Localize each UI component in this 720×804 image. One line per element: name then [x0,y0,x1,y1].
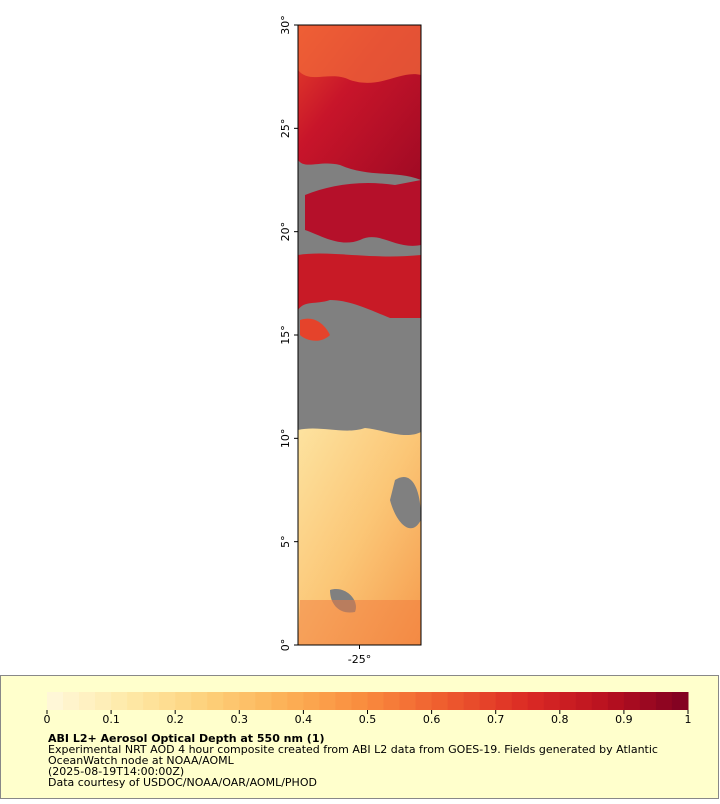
colorbar-step [175,692,192,710]
note: (2025-08-19T14:00:00Z) [48,765,184,778]
colorbar-step [159,692,176,710]
colorbar-step [383,692,401,710]
colorbar-step [511,692,529,710]
y-tick-label: 30° [279,15,292,35]
colorbar-step [431,692,449,710]
colorbar-step [287,692,304,710]
colorbar-tick-label: 0.3 [231,713,249,726]
y-tick-label: 15° [279,325,292,345]
colorbar-step [191,692,208,710]
aod-south-bottom [298,600,421,645]
colorbar-step [399,692,417,710]
colorbar-step [63,692,80,710]
colorbar-step [639,692,657,710]
colorbar-tick-label: 0 [44,713,51,726]
colorbar-tick-label: 0.6 [423,713,441,726]
colorbar-tick-label: 0.9 [615,713,633,726]
colorbar-tick-label: 0.8 [551,713,569,726]
colorbar-step [527,692,545,710]
colorbar-step [319,692,336,710]
colorbar-step [271,692,288,710]
colorbar-step [47,692,64,710]
colorbar-step [543,692,561,710]
colorbar-tick-label: 1 [685,713,692,726]
x-tick-label: -25° [348,653,371,666]
colorbar-step [127,692,144,710]
colorbar-step [415,692,433,710]
colorbar-step [207,692,224,710]
colorbar-step [623,692,641,710]
note: OceanWatch node at NOAA/AOML [48,754,235,767]
colorbar-step [479,692,497,710]
axes: 0° 5° 10° 15° 20° 25° 30° -25° [279,15,371,666]
colorbar-tick-label: 0.5 [359,713,377,726]
colorbar-step [447,692,465,710]
colorbar-tick-label: 0.7 [487,713,505,726]
colorbar-step [575,692,593,710]
colorbar: 0 0.1 0.2 0.3 0.4 0.5 0.6 0.7 0.8 0.9 1 [44,692,692,726]
note: Data courtesy of USDOC/NOAA/OAR/AOML/PHO… [48,776,317,789]
colorbar-step [303,692,320,710]
colorbar-step [607,692,625,710]
colorbar-step [351,692,368,710]
colorbar-step [559,692,577,710]
colorbar-step [463,692,481,710]
colorbar-step [671,692,689,710]
y-tick-label: 5° [279,535,292,548]
aod-mid1 [305,180,421,246]
aod-south [298,428,421,645]
colorbar-step [367,692,385,710]
colorbar-step [111,692,128,710]
colorbar-step [495,692,513,710]
y-tick-label: 10° [279,429,292,449]
colorbar-step [239,692,256,710]
gap-1 [390,476,421,529]
colorbar-step [79,692,96,710]
legend-title: ABI L2+ Aerosol Optical Depth at 550 nm … [48,732,325,745]
colorbar-tick-label: 0.1 [102,713,120,726]
colorbar-tick-label: 0.2 [166,713,184,726]
note: Experimental NRT AOD 4 hour composite cr… [48,743,658,756]
aod-mid2 [298,253,421,318]
colorbar-step [143,692,160,710]
colorbar-step [655,692,673,710]
colorbar-step [335,692,352,710]
aod-north-top [298,25,421,83]
colorbar-step [223,692,240,710]
aod-mid3 [300,318,330,341]
colorbar-tick-label: 0.4 [295,713,313,726]
colorbar-step [255,692,272,710]
colorbar-step [95,692,112,710]
y-tick-label: 20° [279,222,292,242]
map-image [298,25,421,645]
y-tick-label: 25° [279,119,292,139]
colorbar-step [591,692,609,710]
y-tick-label: 0° [279,639,292,652]
